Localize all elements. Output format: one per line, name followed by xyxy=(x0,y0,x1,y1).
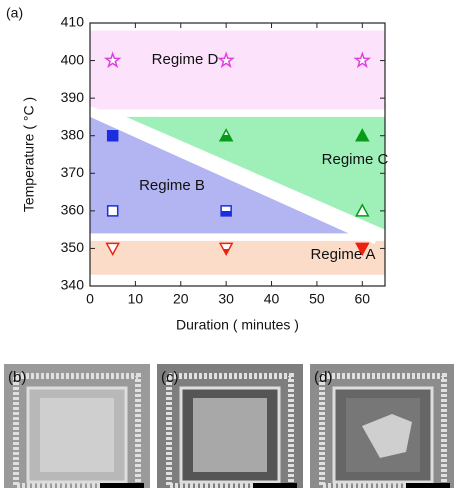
region-label: Regime B xyxy=(139,177,205,194)
x-tick-label: 60 xyxy=(355,291,371,307)
y-tick-label: 390 xyxy=(61,89,85,105)
y-tick-label: 360 xyxy=(61,202,85,218)
x-tick-label: 10 xyxy=(128,291,144,307)
y-tick-label: 370 xyxy=(61,164,85,180)
x-tick-label: 50 xyxy=(309,291,325,307)
region-label: Regime C xyxy=(322,151,389,168)
panel-label: (a) xyxy=(6,5,23,21)
scale-bar xyxy=(253,483,297,488)
x-axis-title: Duration ( minutes ) xyxy=(176,317,299,333)
figure: (a) Regime DRegime BRegime CRegime A0102… xyxy=(0,0,454,488)
marker xyxy=(108,131,118,141)
image-label: (b) xyxy=(8,369,26,386)
image-label: (c) xyxy=(161,369,179,386)
y-tick-label: 350 xyxy=(61,239,85,255)
scale-bar xyxy=(406,483,450,488)
y-tick-label: 380 xyxy=(61,126,85,142)
x-tick-label: 0 xyxy=(86,291,94,307)
y-tick-label: 400 xyxy=(61,51,85,67)
y-axis-title: Temperature ( °C ) xyxy=(21,97,37,212)
x-tick-label: 40 xyxy=(264,291,280,307)
image-core xyxy=(40,398,114,472)
y-tick-label: 340 xyxy=(61,277,85,293)
y-tick-label: 410 xyxy=(61,14,85,30)
x-tick-label: 20 xyxy=(173,291,189,307)
marker xyxy=(108,206,118,216)
region xyxy=(90,31,385,110)
image-label: (d) xyxy=(314,369,332,386)
sem-image xyxy=(157,364,303,488)
x-tick-label: 30 xyxy=(218,291,234,307)
marker xyxy=(221,206,231,216)
region-label: Regime D xyxy=(152,51,219,68)
image-core xyxy=(193,398,267,472)
scale-bar xyxy=(100,483,144,488)
